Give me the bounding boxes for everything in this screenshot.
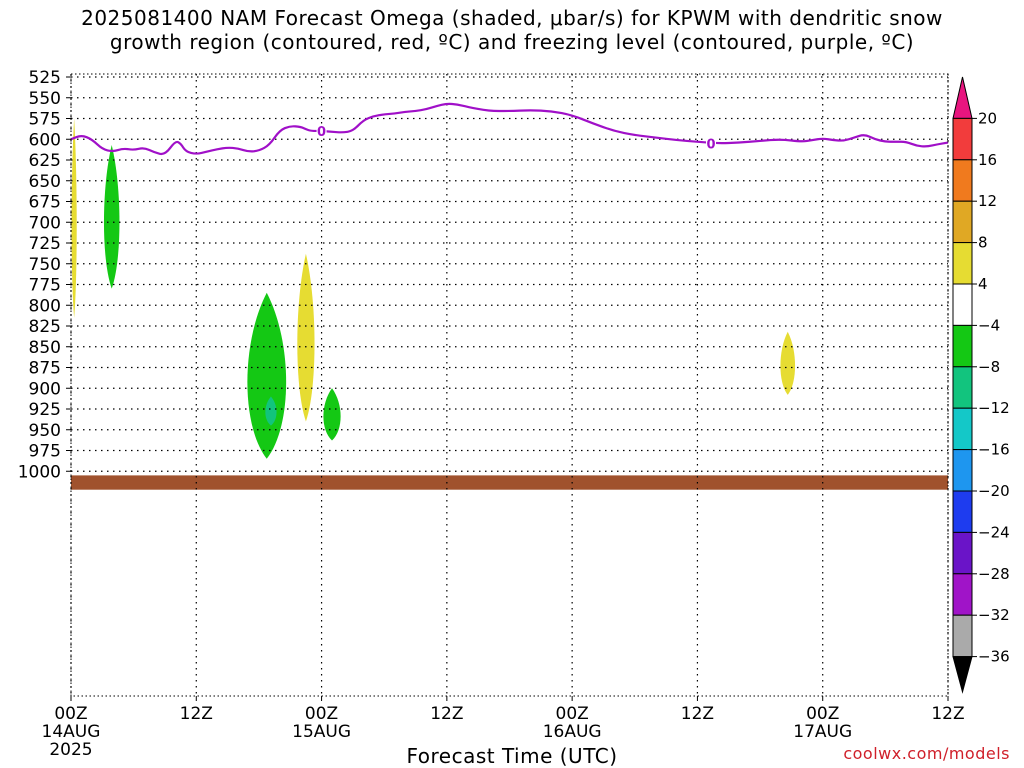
x-axis-label: Forecast Time (UTC) <box>406 744 618 768</box>
colorbar-label-5: −4 <box>978 316 1000 334</box>
omega-region-7 <box>780 331 796 395</box>
grid-layer <box>70 74 949 696</box>
y-tick-label-600: 600 <box>29 130 61 150</box>
y-tick-label-950: 950 <box>29 421 61 441</box>
y-tick-label-800: 800 <box>29 296 61 316</box>
freezing-level-line <box>70 102 949 156</box>
x-tick-label-7: 12Z <box>931 704 964 724</box>
x-tick-date-0: 14AUG <box>42 722 101 742</box>
y-tick-label-625: 625 <box>29 151 61 171</box>
x-tick-date-6: 17AUG <box>793 722 852 742</box>
colorbar-label-12: −32 <box>978 606 1010 624</box>
x-tick-label-3: 12Z <box>430 704 463 724</box>
x-tick-date-2: 15AUG <box>292 722 351 742</box>
y-tick-label-900: 900 <box>29 379 61 399</box>
x-tick-label-5: 12Z <box>681 704 714 724</box>
colorbar-label-6: −8 <box>978 358 1000 376</box>
plot-frame <box>70 73 949 697</box>
x-tick-label-2: 00Z <box>305 704 338 724</box>
omega-region-1 <box>71 118 77 318</box>
omega-region-2 <box>103 145 120 289</box>
chart-title-line-1: 2025081400 NAM Forecast Omega (shaded, μ… <box>81 6 943 30</box>
y-tick-label-750: 750 <box>29 255 61 275</box>
colorbar-label-2: 12 <box>978 192 997 210</box>
colorbar-label-4: 4 <box>978 275 988 293</box>
y-tick-label-550: 550 <box>29 89 61 109</box>
y-tick-label-775: 775 <box>29 276 61 296</box>
axes-layer: 5255505756006256506757007257507758008258… <box>18 68 965 760</box>
ground-layer <box>71 475 948 490</box>
colorbar-segment-4 <box>952 242 973 285</box>
ground-surface <box>71 475 948 490</box>
freezing-label-bg-2 <box>706 136 717 151</box>
colorbar-segment-1 <box>952 117 973 161</box>
x-tick-year-0: 2025 <box>49 740 92 760</box>
colorbar-segment-11 <box>952 531 973 575</box>
x-tick-label-6: 00Z <box>806 704 839 724</box>
x-tick-date-4: 16AUG <box>543 722 602 742</box>
x-tick-label-1: 12Z <box>180 704 213 724</box>
colorbar-label-3: 8 <box>978 234 988 252</box>
colorbar-bottom-arrow <box>952 656 973 694</box>
freezing-level-label-2: 0 <box>706 137 715 152</box>
colorbar-segment-6 <box>952 324 973 368</box>
colorbar-label-1: 16 <box>978 151 997 169</box>
y-tick-label-525: 525 <box>29 68 61 88</box>
colorbar-segment-3 <box>952 200 973 244</box>
colorbar-label-13: −36 <box>978 648 1010 666</box>
freezing-level-label-1: 0 <box>317 125 326 140</box>
y-tick-label-825: 825 <box>29 317 61 337</box>
y-tick-label-575: 575 <box>29 110 61 130</box>
colorbar-label-11: −28 <box>978 565 1010 583</box>
colorbar: 20 16 12 8 4 −4 −8 −12 −16 −20 −24 −28 −32 −36 <box>952 76 1010 694</box>
colorbar-segment-13 <box>952 614 973 658</box>
x-tick-label-4: 00Z <box>556 704 589 724</box>
omega-region-6 <box>323 388 341 441</box>
colorbar-segment-2 <box>952 159 973 202</box>
colorbar-label-0: 20 <box>978 109 997 127</box>
colorbar-label-8: −16 <box>978 441 1010 459</box>
y-tick-label-1000: 1000 <box>18 462 61 482</box>
colorbar-label-7: −12 <box>978 399 1010 417</box>
colorbar-segment-10 <box>952 490 973 533</box>
omega-region-5 <box>297 253 315 422</box>
y-tick-label-650: 650 <box>29 172 61 192</box>
colorbar-segment-8 <box>952 407 973 451</box>
colorbar-segment-12 <box>952 573 973 616</box>
omega-shading-layer <box>71 118 796 459</box>
y-tick-label-925: 925 <box>29 400 61 420</box>
y-tick-label-975: 975 <box>29 442 61 462</box>
colorbar-segment-7 <box>952 366 973 409</box>
colorbar-label-9: −20 <box>978 482 1010 500</box>
x-tick-label-0: 00Z <box>54 704 87 724</box>
colorbar-segment-5 <box>952 283 973 326</box>
freezing-label-bg-1 <box>316 123 327 138</box>
chart-title: 2025081400 NAM Forecast Omega (shaded, μ… <box>0 6 1024 54</box>
y-tick-label-700: 700 <box>29 213 61 233</box>
omega-region-4 <box>265 396 277 426</box>
freezing-level-layer: 00 <box>70 102 949 156</box>
y-tick-label-725: 725 <box>29 234 61 254</box>
chart-title-line-2: growth region (contoured, red, ºC) and f… <box>109 30 915 54</box>
credit-link[interactable]: coolwx.com/models <box>843 744 1010 763</box>
colorbar-top-arrow <box>952 76 973 119</box>
colorbar-segment-9 <box>952 449 973 492</box>
y-tick-label-875: 875 <box>29 359 61 379</box>
y-tick-label-850: 850 <box>29 338 61 358</box>
colorbar-label-10: −24 <box>978 523 1010 541</box>
y-tick-label-675: 675 <box>29 193 61 213</box>
omega-region-3 <box>247 292 287 459</box>
